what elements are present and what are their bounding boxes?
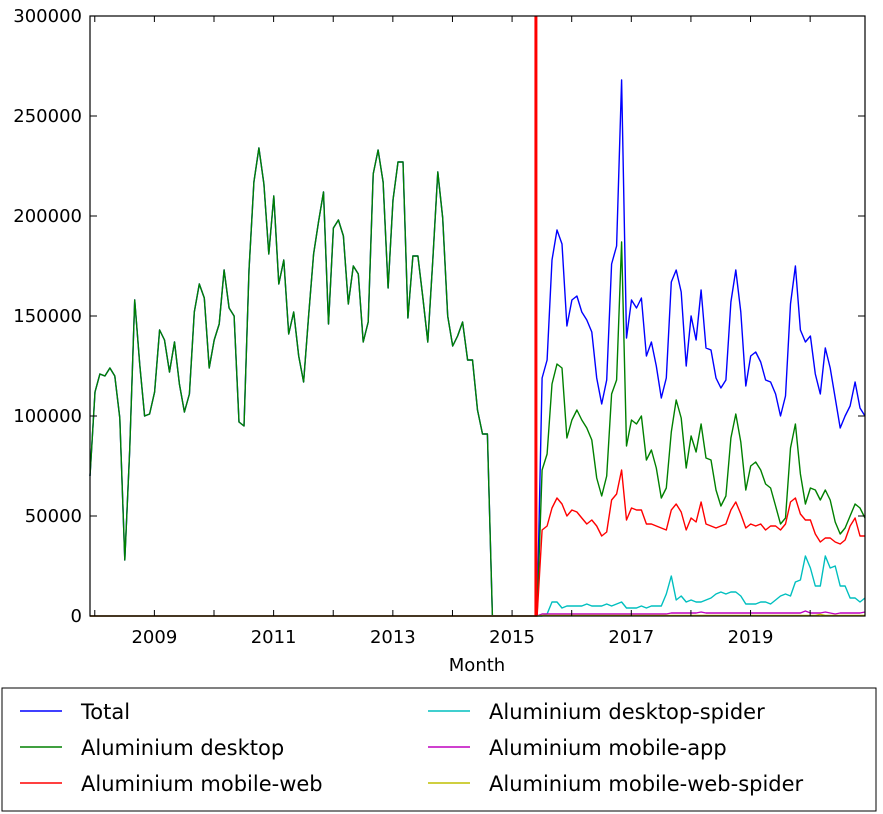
y-tick-label: 50000 — [25, 506, 82, 527]
x-tick-label: 2009 — [131, 627, 177, 648]
legend-item: Aluminium desktop-spider — [428, 700, 765, 724]
legend-label: Aluminium mobile-app — [489, 736, 727, 760]
legend-item: Aluminium desktop — [20, 736, 284, 760]
legend-label: Aluminium desktop — [81, 736, 284, 760]
legend: Total Aluminium desktop Aluminium mobile-w… — [1, 687, 877, 812]
legend-label: Aluminium mobile-web — [81, 772, 323, 796]
legend-item: Total — [20, 700, 130, 724]
plot-background — [90, 16, 865, 616]
legend-label: Total — [80, 700, 130, 724]
legend-item: Aluminium mobile-web — [20, 772, 323, 796]
x-tick-label: 2019 — [728, 627, 774, 648]
legend-label: Aluminium desktop-spider — [489, 700, 765, 724]
y-tick-label: 100000 — [13, 406, 82, 427]
x-tick-label: 2011 — [251, 627, 297, 648]
legend-label: Aluminium mobile-web-spider — [489, 772, 804, 796]
x-tick-label: 2013 — [370, 627, 416, 648]
y-tick-label: 250000 — [13, 106, 82, 127]
y-axis: 0 50000 100000 150000 200000 250000 300000 — [13, 6, 865, 627]
x-axis-label: Month — [449, 655, 505, 676]
y-tick-label: 0 — [71, 606, 82, 627]
x-tick-label: 2017 — [608, 627, 654, 648]
y-tick-label: 300000 — [13, 6, 82, 27]
x-tick-label: 2015 — [489, 627, 535, 648]
legend-item: Aluminium mobile-web-spider — [428, 772, 804, 796]
legend-frame — [1, 687, 877, 812]
legend-item: Aluminium mobile-app — [428, 736, 727, 760]
y-tick-label: 200000 — [13, 206, 82, 227]
y-tick-label: 150000 — [13, 306, 82, 327]
series-line-aluminium-desktop — [89, 147, 866, 617]
x-axis: 2009 2011 2013 2015 2017 2019 — [94, 16, 811, 648]
